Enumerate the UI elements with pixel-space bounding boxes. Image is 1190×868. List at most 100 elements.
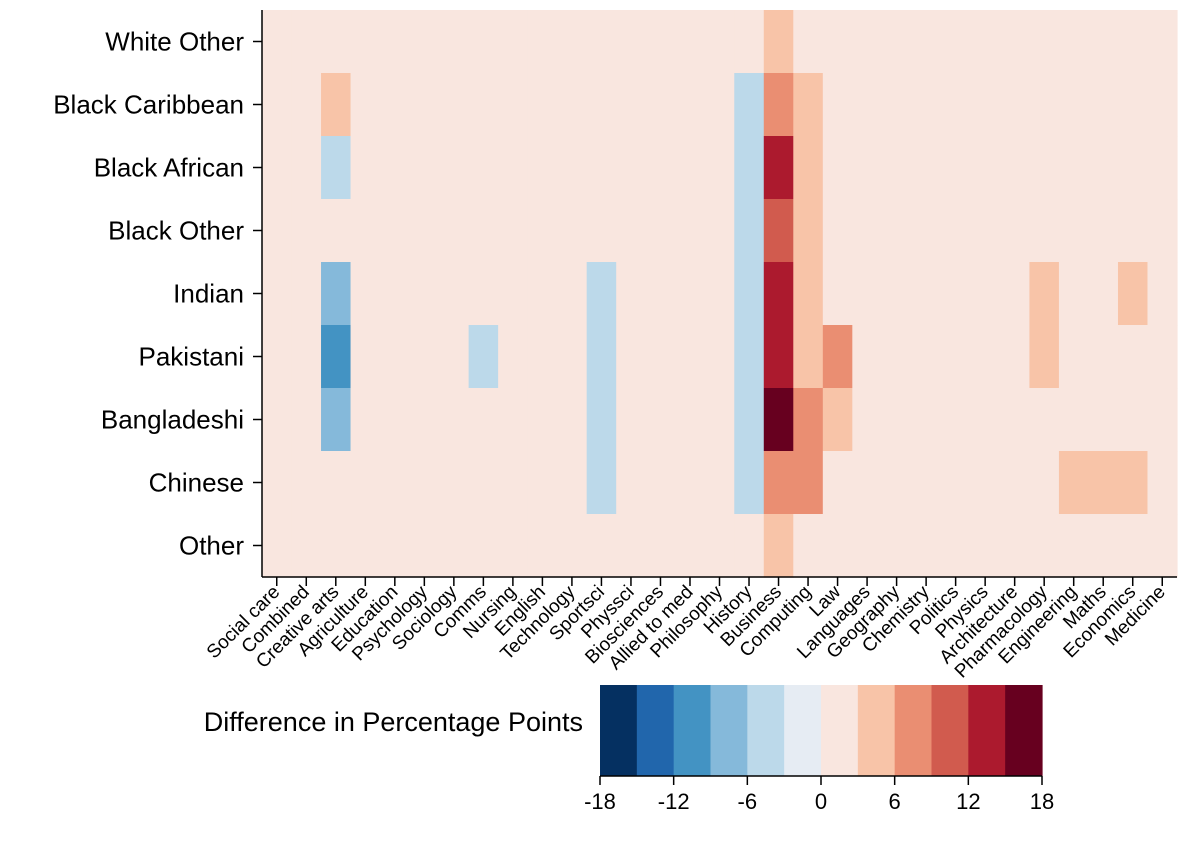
cell-black-african-nursing <box>498 136 529 200</box>
cell-other-geography <box>881 514 912 578</box>
cell-black-african-psychology <box>409 136 440 200</box>
colorbar-tick-label: -18 <box>584 789 616 814</box>
cell-other-law <box>822 514 853 578</box>
cell-other-technology <box>557 514 588 578</box>
cell-pakistani-biosciences <box>645 325 676 389</box>
cell-black-caribbean-geography <box>881 73 912 137</box>
colorbar-swatch <box>931 685 969 776</box>
cell-white-other-law <box>822 10 853 74</box>
cell-black-african-physics <box>970 136 1001 200</box>
cell-black-caribbean-medicine <box>1147 73 1178 137</box>
cell-other-comms <box>468 514 499 578</box>
cell-bangladeshi-physsci <box>616 388 647 452</box>
cell-black-african-agriculture <box>350 136 381 200</box>
cell-black-african-technology <box>557 136 588 200</box>
cell-bangladeshi-allied-to-med <box>675 388 706 452</box>
cell-pakistani-engineering <box>1058 325 1090 389</box>
cell-bangladeshi-languages <box>852 388 883 452</box>
cell-other-physics <box>970 514 1001 578</box>
cell-black-caribbean-allied-to-med <box>675 73 706 137</box>
cell-indian-physsci <box>616 262 647 326</box>
cell-white-other-geography <box>881 10 912 74</box>
cell-pakistani-languages <box>852 325 883 389</box>
cell-black-caribbean-languages <box>852 73 883 137</box>
cell-black-caribbean-philosophy <box>704 73 735 137</box>
cell-chinese-psychology <box>409 451 440 515</box>
cell-chinese-allied-to-med <box>675 451 706 515</box>
cell-black-other-computing <box>793 199 824 263</box>
cell-black-other-medicine <box>1147 199 1178 263</box>
cell-bangladeshi-agriculture <box>350 388 381 452</box>
cell-other-agriculture <box>350 514 381 578</box>
cell-other-social-care <box>262 514 293 578</box>
cell-chinese-social-care <box>262 451 293 515</box>
cell-indian-law <box>822 262 853 326</box>
cell-other-philosophy <box>704 514 735 578</box>
cell-black-other-languages <box>852 199 883 263</box>
colorbar-swatch <box>894 685 933 776</box>
colorbar-label: Difference in Percentage Points <box>204 707 583 737</box>
cell-pakistani-social-care <box>262 325 293 389</box>
cell-pakistani-sociology <box>439 325 470 389</box>
cell-black-african-pharmacology <box>1029 136 1060 200</box>
cell-pakistani-physics <box>970 325 1001 389</box>
cell-black-african-sportsci <box>586 136 617 200</box>
cell-white-other-medicine <box>1147 10 1178 74</box>
cell-bangladeshi-geography <box>881 388 912 452</box>
cell-indian-medicine <box>1147 262 1178 326</box>
cell-chinese-creative-arts <box>321 451 352 515</box>
y-tick-label-other: Other <box>179 531 244 561</box>
cell-black-other-nursing <box>498 199 529 263</box>
y-tick-label-pakistani: Pakistani <box>139 342 245 372</box>
cell-pakistani-chemistry <box>911 325 942 389</box>
cell-black-african-engineering <box>1058 136 1090 200</box>
cell-black-african-combined <box>291 136 322 200</box>
cell-black-caribbean-chemistry <box>911 73 942 137</box>
cell-other-maths <box>1088 514 1119 578</box>
cell-other-psychology <box>409 514 440 578</box>
cell-white-other-architecture <box>999 10 1031 74</box>
cell-white-other-allied-to-med <box>675 10 706 74</box>
cell-pakistani-pharmacology <box>1029 325 1060 389</box>
cell-black-other-history <box>734 199 765 263</box>
cell-bangladeshi-engineering <box>1058 388 1090 452</box>
cell-white-other-chemistry <box>911 10 942 74</box>
cell-white-other-english <box>527 10 558 74</box>
cell-white-other-maths <box>1088 10 1119 74</box>
cell-black-african-maths <box>1088 136 1119 200</box>
y-tick-label-bangladeshi: Bangladeshi <box>101 405 244 435</box>
cell-bangladeshi-chemistry <box>911 388 942 452</box>
cell-white-other-biosciences <box>645 10 676 74</box>
cell-bangladeshi-computing <box>793 388 824 452</box>
cell-black-african-geography <box>881 136 912 200</box>
cell-pakistani-law <box>822 325 853 389</box>
cell-black-african-physsci <box>616 136 647 200</box>
cell-white-other-social-care <box>262 10 293 74</box>
cell-white-other-languages <box>852 10 883 74</box>
cell-indian-sportsci <box>586 262 617 326</box>
cell-indian-allied-to-med <box>675 262 706 326</box>
colorbar-swatch <box>673 685 712 776</box>
cell-indian-politics <box>940 262 971 326</box>
cell-pakistani-education <box>380 325 411 389</box>
cell-black-african-history <box>734 136 765 200</box>
cell-black-other-architecture <box>999 199 1031 263</box>
cell-black-caribbean-social-care <box>262 73 293 137</box>
cell-bangladeshi-sociology <box>439 388 470 452</box>
cell-black-african-law <box>822 136 853 200</box>
cell-indian-business <box>763 262 794 326</box>
cell-white-other-physsci <box>616 10 647 74</box>
cell-chinese-physsci <box>616 451 647 515</box>
cell-black-other-engineering <box>1058 199 1090 263</box>
cell-black-caribbean-law <box>822 73 853 137</box>
cell-bangladeshi-history <box>734 388 765 452</box>
cell-chinese-technology <box>557 451 588 515</box>
cell-black-other-allied-to-med <box>675 199 706 263</box>
cell-indian-sociology <box>439 262 470 326</box>
cell-other-chemistry <box>911 514 942 578</box>
cell-pakistani-politics <box>940 325 971 389</box>
cell-black-caribbean-pharmacology <box>1029 73 1060 137</box>
y-tick-label-black-caribbean: Black Caribbean <box>53 90 244 120</box>
cell-black-other-pharmacology <box>1029 199 1060 263</box>
cell-chinese-chemistry <box>911 451 942 515</box>
